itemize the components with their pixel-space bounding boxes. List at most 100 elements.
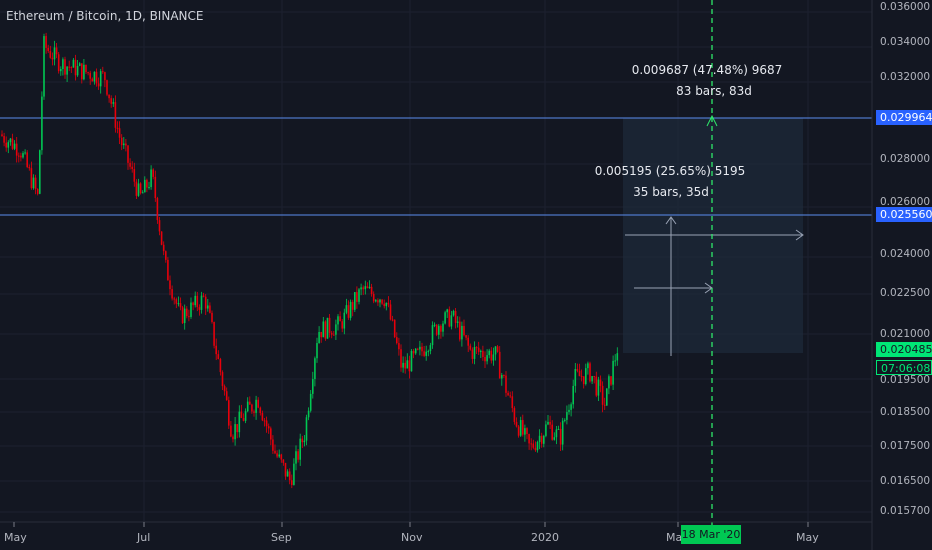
candle-body: [45, 36, 47, 48]
candle-body: [337, 316, 339, 325]
candle-body: [110, 98, 112, 104]
candle-body: [278, 454, 280, 457]
candle-body: [26, 152, 28, 168]
candle-body: [152, 169, 154, 177]
candle-body: [408, 360, 411, 372]
y-tick: 0.019500: [880, 374, 931, 386]
candle-body: [347, 305, 350, 318]
time-axis-ticks: [13, 522, 809, 527]
candle-body: [389, 304, 392, 320]
candle-body: [551, 424, 553, 440]
candle-body: [259, 407, 262, 414]
candle-body: [127, 145, 129, 163]
candle-body: [450, 315, 453, 327]
candle-body: [183, 308, 186, 324]
y-tick: 0.036000: [880, 1, 931, 13]
candle-body: [379, 299, 381, 303]
candle-body: [89, 72, 91, 79]
candle-body: [18, 155, 20, 157]
candle-body: [582, 376, 585, 385]
candle-body: [1, 134, 3, 137]
small-measure-line1: 0.005195 (25.65%) 5195: [594, 164, 746, 178]
candle-body: [591, 376, 593, 382]
candle-body: [181, 307, 184, 324]
candle-body: [301, 438, 304, 443]
candle-body: [190, 302, 192, 317]
candle-body: [469, 345, 472, 350]
candle-body: [303, 440, 306, 443]
candle-body: [22, 153, 24, 158]
candle-body: [477, 347, 480, 352]
candle-body: [20, 155, 22, 158]
candle-body: [177, 303, 180, 305]
candle-body: [108, 94, 110, 99]
chart-title: Ethereum / Bitcoin, 1D, BINANCE: [6, 9, 204, 23]
candle-body: [83, 64, 85, 80]
x-tick: Nov: [401, 531, 423, 544]
candle-body: [568, 409, 570, 413]
candle-body: [419, 346, 421, 350]
candle-body: [43, 36, 45, 97]
candle-body: [358, 289, 360, 302]
candle-body: [488, 350, 490, 356]
y-tick: 0.024000: [880, 248, 931, 260]
x-tick: Sep: [271, 531, 292, 544]
candle-body: [186, 308, 188, 317]
candle-body: [215, 345, 217, 355]
candle-body: [524, 428, 526, 435]
candle-body: [511, 396, 514, 409]
candles: [1, 32, 619, 489]
candle-body: [589, 363, 591, 382]
candle-body: [585, 368, 587, 385]
price-label-high[interactable]: 0.029964: [876, 110, 932, 125]
candle-body: [597, 379, 600, 396]
candle-body: [454, 310, 457, 323]
x-tick: 2020: [531, 531, 559, 544]
vline-arrow: [706, 114, 718, 127]
candle-body: [51, 57, 54, 60]
candle-body: [387, 302, 390, 305]
candle-body: [263, 420, 266, 422]
candle-body: [253, 411, 255, 413]
price-label-mid[interactable]: 0.025560: [876, 207, 932, 222]
candle-body: [299, 438, 301, 460]
candle-body: [234, 424, 236, 440]
candle-body: [49, 51, 52, 58]
candle-body: [309, 393, 312, 411]
candle-body: [66, 66, 68, 75]
candle-body: [414, 348, 417, 354]
candle-body: [146, 179, 148, 188]
candle-body: [393, 319, 396, 338]
candle-body: [490, 350, 493, 361]
candle-body: [564, 419, 566, 421]
candle-body: [513, 408, 516, 422]
candle-body: [412, 350, 415, 354]
candle-body: [574, 369, 577, 386]
candle-body: [15, 143, 18, 156]
candle-body: [68, 66, 70, 68]
big-measure-line2: 83 bars, 83d: [676, 84, 752, 98]
candle-body: [295, 451, 297, 464]
candle-body: [385, 302, 388, 307]
y-tick: 0.021000: [880, 328, 931, 340]
candle-body: [555, 429, 558, 438]
candle-body: [433, 324, 436, 326]
candle-body: [272, 439, 274, 451]
candle-body: [3, 136, 5, 143]
candle-body: [196, 295, 199, 308]
candle-body: [425, 351, 427, 356]
candle-body: [158, 220, 161, 232]
candle-body: [538, 435, 541, 443]
candle-body: [62, 59, 64, 69]
candle-body: [314, 358, 316, 380]
candle-body: [364, 286, 367, 290]
y-tick: 0.026000: [880, 196, 931, 208]
candle-body: [494, 346, 497, 355]
candle-body: [467, 337, 469, 346]
candle-body: [452, 310, 455, 316]
y-tick: 0.022500: [880, 287, 931, 299]
candle-body: [120, 137, 123, 146]
candle-body: [473, 347, 476, 359]
candle-body: [93, 71, 96, 82]
